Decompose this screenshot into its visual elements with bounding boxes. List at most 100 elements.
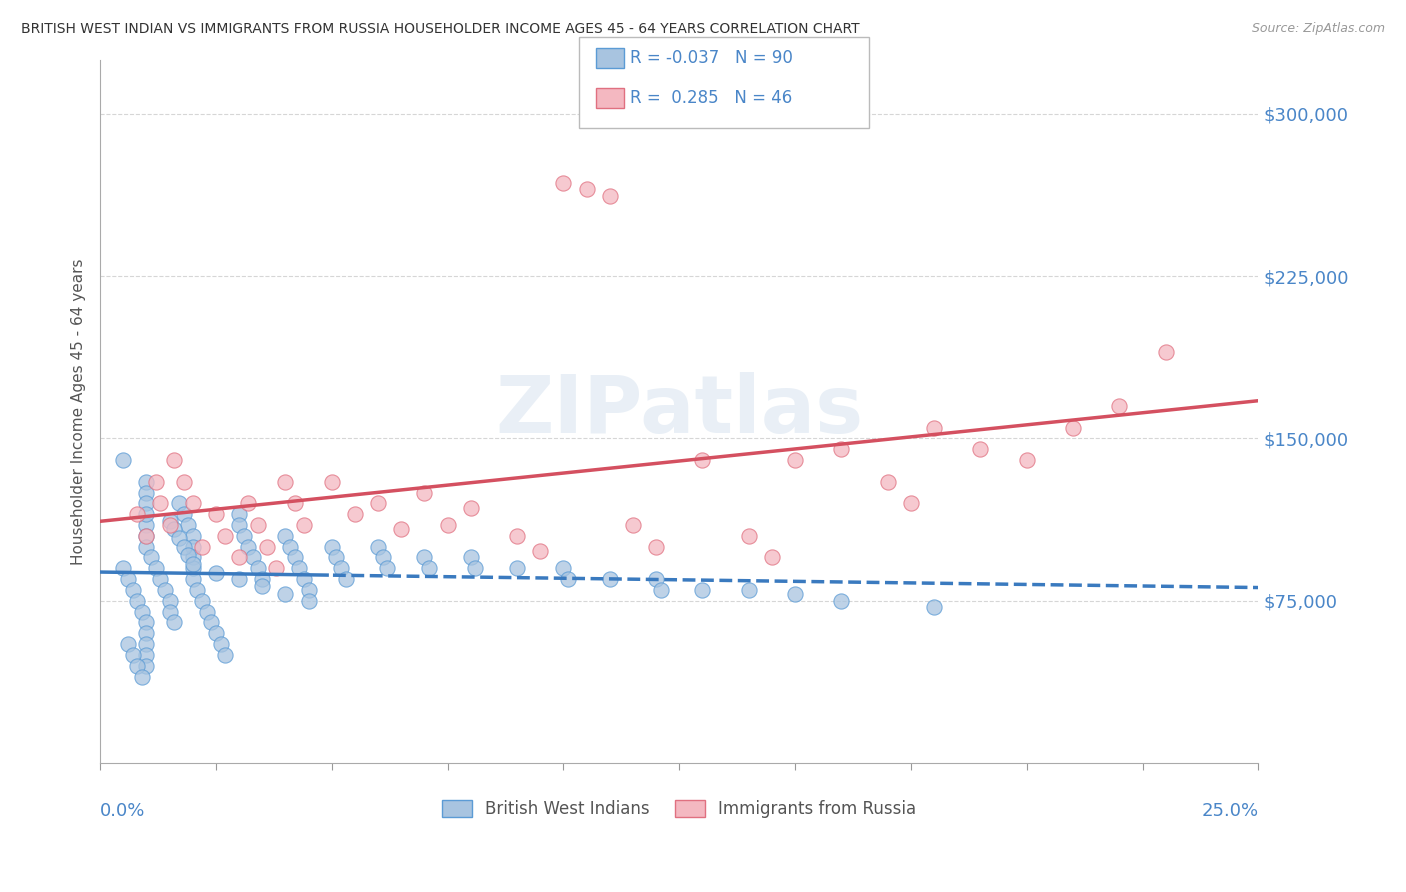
- Point: [135, 485, 157, 500]
- Point: [117, 637, 139, 651]
- Point: [506, 529, 529, 543]
- Point: [321, 540, 343, 554]
- Point: [209, 637, 232, 651]
- Point: [969, 442, 991, 457]
- Point: [139, 550, 162, 565]
- Point: [922, 600, 945, 615]
- Point: [242, 550, 264, 565]
- Point: [181, 561, 204, 575]
- Point: [135, 475, 157, 489]
- Point: [112, 561, 135, 575]
- Point: [200, 615, 222, 630]
- Text: BRITISH WEST INDIAN VS IMMIGRANTS FROM RUSSIA HOUSEHOLDER INCOME AGES 45 - 64 YE: BRITISH WEST INDIAN VS IMMIGRANTS FROM R…: [21, 22, 859, 37]
- Point: [335, 572, 357, 586]
- Point: [506, 561, 529, 575]
- Point: [413, 550, 436, 565]
- Point: [292, 572, 315, 586]
- Point: [371, 550, 394, 565]
- Point: [418, 561, 440, 575]
- Point: [145, 475, 167, 489]
- Point: [159, 605, 181, 619]
- Point: [264, 561, 287, 575]
- Point: [163, 522, 186, 536]
- Point: [191, 594, 214, 608]
- Point: [288, 561, 311, 575]
- Point: [232, 529, 254, 543]
- Legend: British West Indians, Immigrants from Russia: British West Indians, Immigrants from Ru…: [436, 794, 924, 825]
- Point: [922, 420, 945, 434]
- Point: [330, 561, 353, 575]
- Point: [645, 572, 668, 586]
- Point: [159, 518, 181, 533]
- Point: [135, 507, 157, 521]
- Point: [274, 475, 297, 489]
- Point: [876, 475, 898, 489]
- Point: [436, 518, 458, 533]
- Point: [135, 637, 157, 651]
- Point: [284, 550, 307, 565]
- Point: [738, 529, 761, 543]
- Point: [214, 648, 236, 662]
- Text: 0.0%: 0.0%: [100, 802, 145, 820]
- Point: [149, 572, 172, 586]
- Point: [127, 658, 149, 673]
- Point: [135, 496, 157, 510]
- Point: [246, 561, 269, 575]
- Point: [181, 572, 204, 586]
- Point: [135, 648, 157, 662]
- Point: [252, 579, 274, 593]
- Point: [163, 615, 186, 630]
- Point: [153, 582, 176, 597]
- Point: [321, 475, 343, 489]
- Point: [177, 518, 200, 533]
- Point: [529, 544, 551, 558]
- Point: [167, 531, 190, 545]
- Y-axis label: Householder Income Ages 45 - 64 years: Householder Income Ages 45 - 64 years: [72, 258, 86, 565]
- Point: [173, 475, 195, 489]
- Point: [163, 453, 186, 467]
- Point: [650, 582, 672, 597]
- Point: [274, 529, 297, 543]
- Point: [246, 518, 269, 533]
- Point: [131, 605, 153, 619]
- Text: R =  0.285   N = 46: R = 0.285 N = 46: [630, 89, 792, 107]
- Point: [121, 648, 143, 662]
- Point: [298, 582, 321, 597]
- Point: [692, 582, 714, 597]
- Point: [135, 615, 157, 630]
- Point: [298, 594, 321, 608]
- Point: [159, 594, 181, 608]
- Point: [181, 529, 204, 543]
- Text: 25.0%: 25.0%: [1201, 802, 1258, 820]
- Text: ZIPatlas: ZIPatlas: [495, 372, 863, 450]
- Point: [121, 582, 143, 597]
- Point: [135, 658, 157, 673]
- Point: [413, 485, 436, 500]
- Point: [284, 496, 307, 510]
- Point: [599, 572, 621, 586]
- Point: [159, 514, 181, 528]
- Point: [195, 605, 218, 619]
- Point: [214, 529, 236, 543]
- Point: [186, 582, 208, 597]
- Point: [785, 453, 807, 467]
- Point: [553, 176, 575, 190]
- Point: [1108, 399, 1130, 413]
- Point: [135, 540, 157, 554]
- Point: [238, 496, 260, 510]
- Point: [181, 540, 204, 554]
- Point: [830, 442, 852, 457]
- Point: [256, 540, 278, 554]
- Point: [228, 550, 250, 565]
- Point: [238, 540, 260, 554]
- Point: [325, 550, 347, 565]
- Point: [692, 453, 714, 467]
- Point: [205, 507, 228, 521]
- Point: [181, 550, 204, 565]
- Point: [389, 522, 412, 536]
- Point: [367, 496, 389, 510]
- Text: R = -0.037   N = 90: R = -0.037 N = 90: [630, 49, 793, 67]
- Point: [117, 572, 139, 586]
- Point: [135, 518, 157, 533]
- Point: [135, 529, 157, 543]
